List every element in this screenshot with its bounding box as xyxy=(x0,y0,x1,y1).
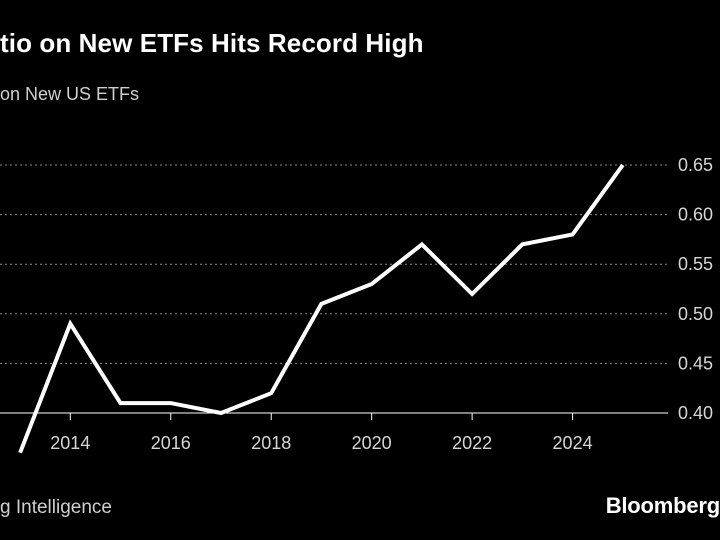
chart-title: tio on New ETFs Hits Record High xyxy=(0,28,424,58)
bloomberg-logo: Bloomberg xyxy=(605,493,720,518)
y-tick-label: 0.55 xyxy=(678,254,713,274)
x-tick-labels: 2014 2016 2018 2020 2022 2024 xyxy=(50,413,593,453)
x-tick-label: 2024 xyxy=(553,433,593,453)
x-tick-label: 2022 xyxy=(452,433,492,453)
x-tick-label: 2014 xyxy=(50,433,90,453)
source-note: g Intelligence xyxy=(0,497,112,518)
y-tick-label: 0.50 xyxy=(678,304,713,324)
y-tick-label: 0.65 xyxy=(678,155,713,175)
x-tick-label: 2016 xyxy=(151,433,191,453)
chart-subtitle: on New US ETFs xyxy=(0,84,140,104)
x-tick-label: 2018 xyxy=(251,433,291,453)
y-tick-labels: 0.40 0.45 0.50 0.55 0.60 0.65 xyxy=(678,155,713,423)
x-tick-label: 2020 xyxy=(352,433,392,453)
y-tick-label: 0.60 xyxy=(678,205,713,225)
grid-lines xyxy=(0,164,668,364)
series-group xyxy=(18,163,625,454)
y-tick-label: 0.40 xyxy=(678,403,713,423)
y-tick-label: 0.45 xyxy=(678,353,713,373)
series-line xyxy=(18,163,625,454)
